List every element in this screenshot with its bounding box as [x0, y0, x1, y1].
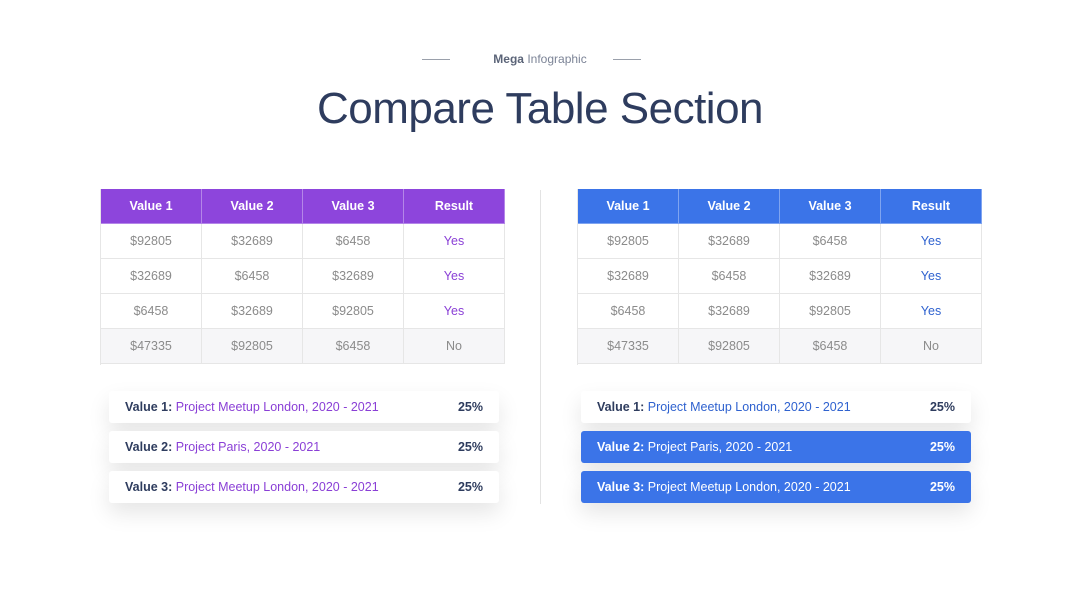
kicker-bold: Mega [493, 52, 524, 66]
item-key: Value 2: [597, 440, 645, 454]
column-header: Value 3 [303, 189, 404, 224]
column-header: Value 1 [101, 189, 202, 224]
column-header: Value 1 [578, 189, 679, 224]
table-cell: $47335 [101, 329, 202, 364]
item-percent: 25% [457, 400, 483, 414]
kicker-line [613, 59, 641, 60]
column-header: Result [881, 189, 982, 224]
list-card: Value 3: Project Meetup London, 2020 - 2… [581, 471, 971, 503]
column-header: Value 2 [202, 189, 303, 224]
table-cell: Yes [404, 259, 505, 294]
kicker-line [422, 59, 450, 60]
table-cell: $32689 [202, 294, 303, 329]
item-label: Value 1: Project Meetup London, 2020 - 2… [125, 391, 379, 423]
item-key: Value 3: [597, 480, 645, 494]
item-key: Value 1: [597, 400, 645, 414]
item-label: Value 2: Project Paris, 2020 - 2021 [597, 431, 792, 463]
divider [540, 190, 541, 504]
table-cell: $32689 [780, 259, 881, 294]
compare-table: Value 1 Value 2 Value 3 Result $92805 $32689 $… [577, 189, 982, 365]
item-percent: 25% [929, 400, 955, 414]
table-cell: $92805 [578, 224, 679, 259]
list-card: Value 1: Project Meetup London, 2020 - 2… [581, 391, 971, 423]
column-header: Value 2 [679, 189, 780, 224]
column-header: Result [404, 189, 505, 224]
item-text: Project Paris, 2020 - 2021 [647, 440, 793, 454]
item-percent: 25% [929, 440, 955, 454]
table-cell: $6458 [780, 329, 881, 364]
table-cell: $6458 [578, 294, 679, 329]
table-cell: $92805 [679, 329, 780, 364]
item-label: Value 3: Project Meetup London, 2020 - 2… [125, 471, 379, 503]
table-cell: $32689 [679, 224, 780, 259]
list-card: Value 2: Project Paris, 2020 - 2021 25% [109, 431, 499, 463]
item-text: Project Meetup London, 2020 - 2021 [175, 400, 379, 414]
item-text: Project Meetup London, 2020 - 2021 [647, 480, 851, 494]
table-cell: $32689 [679, 294, 780, 329]
table-cell: $92805 [101, 224, 202, 259]
table-cell: Yes [404, 294, 505, 329]
table-cell: $6458 [303, 224, 404, 259]
table-cell: $6458 [780, 224, 881, 259]
column-header: Value 3 [780, 189, 881, 224]
table-cell: Yes [881, 224, 982, 259]
table-cell: $92805 [780, 294, 881, 329]
table-cell: $6458 [202, 259, 303, 294]
item-label: Value 2: Project Paris, 2020 - 2021 [125, 431, 320, 463]
table-cell: $92805 [303, 294, 404, 329]
table-cell: $6458 [303, 329, 404, 364]
table-cell: $47335 [578, 329, 679, 364]
table-cell: No [404, 329, 505, 364]
item-text: Project Meetup London, 2020 - 2021 [175, 480, 379, 494]
item-key: Value 1: [125, 400, 173, 414]
table-cell: Yes [881, 294, 982, 329]
kicker: Mega Infographic [0, 52, 1080, 66]
table-cell: $92805 [202, 329, 303, 364]
item-percent: 25% [457, 440, 483, 454]
item-label: Value 3: Project Meetup London, 2020 - 2… [597, 471, 851, 503]
table-cell: No [881, 329, 982, 364]
item-text: Project Meetup London, 2020 - 2021 [647, 400, 851, 414]
list-card: Value 3: Project Meetup London, 2020 - 2… [109, 471, 499, 503]
kicker-text: Infographic [527, 52, 587, 66]
item-key: Value 3: [125, 480, 173, 494]
table-cell: Yes [404, 224, 505, 259]
item-text: Project Paris, 2020 - 2021 [175, 440, 321, 454]
table-cell: $6458 [679, 259, 780, 294]
list-card: Value 2: Project Paris, 2020 - 2021 25% [581, 431, 971, 463]
table-cell: $6458 [101, 294, 202, 329]
list-card: Value 1: Project Meetup London, 2020 - 2… [109, 391, 499, 423]
table-cell: $32689 [101, 259, 202, 294]
item-percent: 25% [457, 480, 483, 494]
table-cell: $32689 [303, 259, 404, 294]
item-percent: 25% [929, 480, 955, 494]
title: Compare Table Section [316, 84, 764, 133]
compare-table: Value 1 Value 2 Value 3 Result $92805 $32689 $… [100, 189, 505, 365]
item-key: Value 2: [125, 440, 173, 454]
item-label: Value 1: Project Meetup London, 2020 - 2… [597, 391, 851, 423]
table-cell: $32689 [578, 259, 679, 294]
table-cell: Yes [881, 259, 982, 294]
table-cell: $32689 [202, 224, 303, 259]
